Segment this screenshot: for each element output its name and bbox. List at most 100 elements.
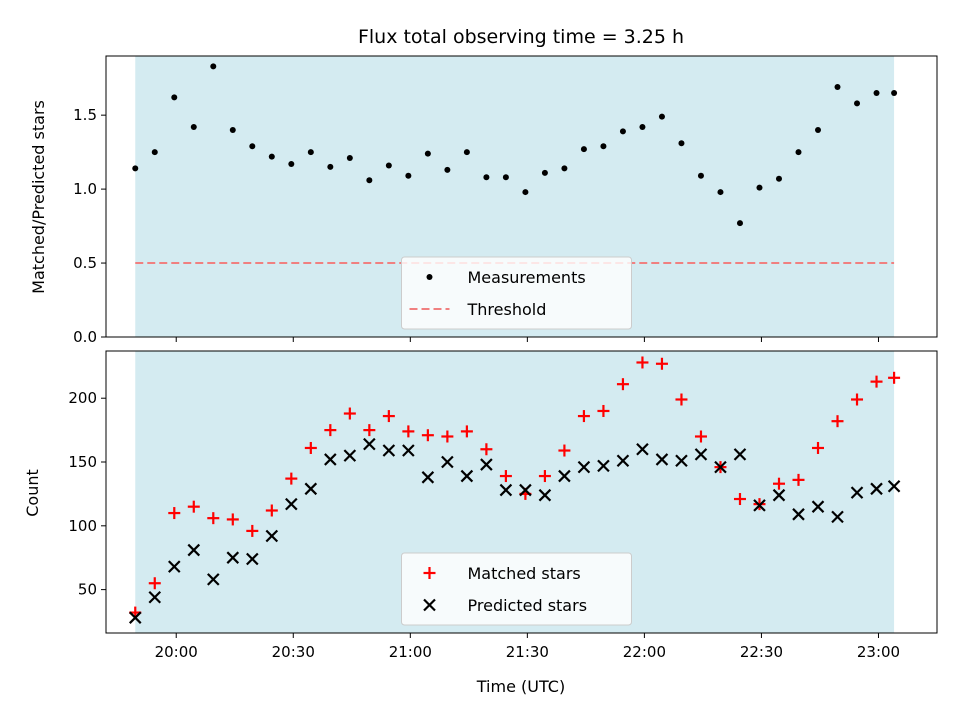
data-point	[265, 529, 279, 543]
data-point	[616, 454, 630, 468]
data-point	[714, 460, 727, 474]
y-tick-label: 0.5	[73, 254, 97, 272]
ratio-points	[132, 63, 898, 227]
data-point	[675, 393, 688, 406]
data-point	[619, 128, 626, 135]
legend-marker	[423, 567, 436, 579]
data-point	[171, 94, 178, 101]
data-point	[424, 150, 431, 157]
data-point	[210, 63, 217, 70]
data-point	[831, 415, 844, 428]
data-point	[795, 149, 802, 156]
x-tick-label: 23:00	[857, 643, 900, 661]
data-point	[815, 126, 822, 133]
y-tick-label: 200	[68, 389, 97, 407]
data-point	[870, 375, 883, 388]
data-point	[382, 410, 395, 423]
data-point	[636, 356, 649, 369]
data-point	[285, 497, 298, 511]
data-point	[148, 590, 162, 604]
data-point	[229, 126, 236, 133]
data-point	[207, 573, 220, 586]
data-point	[873, 89, 880, 96]
data-point	[441, 455, 454, 469]
data-point	[851, 393, 864, 406]
data-point	[597, 459, 610, 473]
data-point	[736, 220, 743, 227]
data-point	[772, 488, 786, 502]
data-point	[502, 174, 509, 181]
data-point	[187, 500, 200, 513]
legend-marker	[423, 598, 436, 612]
data-point	[854, 100, 861, 107]
x-axis-label: Time (UTC)	[476, 677, 565, 696]
ratio-x-ticks	[175, 337, 879, 342]
data-point	[444, 166, 451, 173]
data-point	[480, 443, 493, 456]
data-point	[421, 471, 435, 484]
data-point	[655, 357, 668, 370]
data-point	[887, 479, 901, 493]
data-point	[597, 404, 610, 417]
data-point	[792, 473, 805, 486]
data-point	[460, 425, 473, 438]
y-tick-label: 0.0	[73, 328, 97, 346]
data-point	[577, 410, 590, 423]
data-point	[658, 113, 665, 120]
data-point	[891, 89, 898, 96]
panel-count: 50 100 150 200 20:00 20:30 21:00 21:30 22:00 22:…	[23, 350, 938, 661]
ratio-legend: Measurements Threshold	[401, 256, 632, 330]
series-x	[128, 437, 901, 624]
data-point	[483, 174, 490, 181]
data-point	[616, 378, 629, 391]
data-point	[268, 153, 275, 160]
data-point	[870, 482, 883, 496]
x-tick-label: 21:30	[506, 643, 549, 661]
data-point	[580, 146, 587, 153]
data-point	[343, 449, 357, 462]
data-point	[168, 507, 181, 520]
data-point	[756, 184, 763, 191]
data-point	[324, 424, 337, 437]
data-point	[538, 488, 552, 502]
legend-marker	[426, 274, 433, 280]
data-point	[249, 143, 256, 150]
data-point	[888, 371, 901, 384]
data-point	[541, 169, 548, 176]
y-tick-label: 150	[68, 453, 97, 471]
data-point	[385, 162, 392, 169]
data-point	[226, 551, 240, 564]
data-point	[639, 123, 646, 130]
y-tick-label: 100	[68, 517, 97, 535]
data-point	[441, 430, 454, 443]
data-point	[402, 444, 415, 457]
data-point	[167, 560, 181, 573]
data-point	[812, 441, 825, 454]
data-point	[363, 424, 376, 437]
legend-label: Threshold	[467, 300, 547, 319]
data-point	[285, 472, 298, 485]
count-x-ticks: 20:00 20:30 21:00 21:30 22:00 22:30 23:00	[155, 633, 900, 661]
data-point	[151, 149, 158, 156]
legend-label: Matched stars	[468, 564, 581, 583]
x-tick-label: 22:00	[623, 643, 666, 661]
data-point	[675, 454, 688, 468]
ratio-y-ticks: 0.0 0.5 1.0 1.5	[73, 106, 106, 346]
count-y-ticks: 50 100 150 200	[68, 389, 106, 599]
data-point	[753, 499, 766, 512]
data-point	[460, 469, 474, 483]
data-point	[694, 448, 708, 461]
data-point	[190, 123, 197, 130]
data-point	[288, 160, 295, 167]
data-point	[655, 453, 669, 466]
data-point	[733, 448, 747, 461]
data-point	[561, 165, 568, 172]
data-point	[558, 444, 571, 457]
data-point	[850, 486, 864, 499]
legend-box	[401, 552, 632, 626]
data-point	[207, 512, 220, 525]
data-point	[772, 477, 785, 490]
data-point	[226, 513, 239, 526]
x-tick-label: 20:00	[155, 643, 198, 661]
legend-label: Measurements	[468, 268, 586, 287]
